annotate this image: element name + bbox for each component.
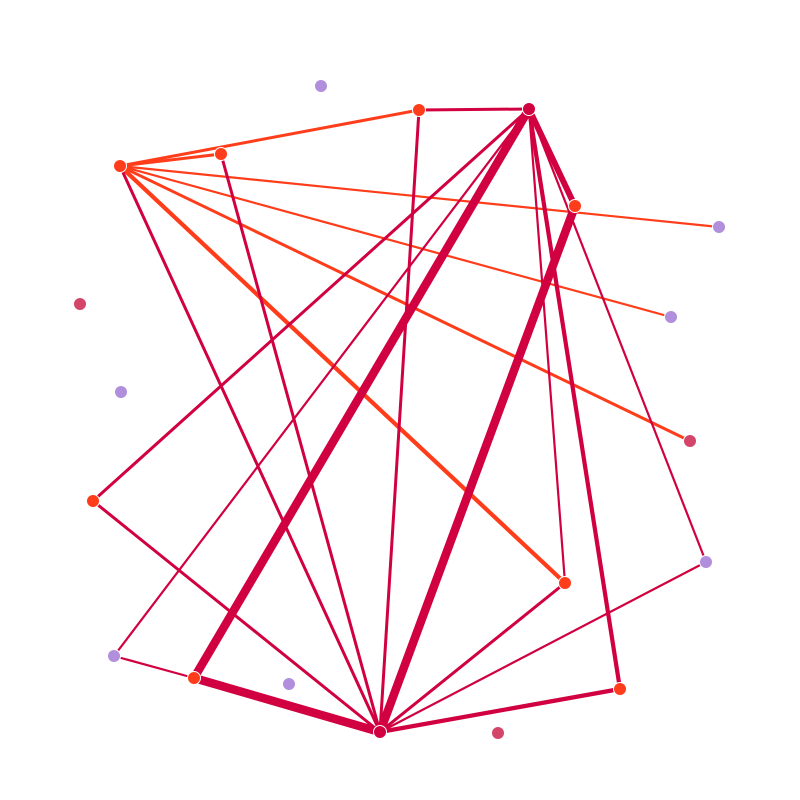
node-n11[interactable] (683, 434, 697, 448)
nodes-layer (73, 79, 726, 740)
node-n9[interactable] (664, 310, 678, 324)
node-n16[interactable] (187, 671, 201, 685)
edge-n3-n18 (526, 106, 623, 692)
node-n5[interactable] (214, 147, 228, 161)
node-n20[interactable] (491, 726, 505, 740)
edge-n4-n19 (118, 164, 382, 734)
node-n15[interactable] (107, 649, 121, 663)
edge-n3-n13 (527, 107, 708, 564)
edge-n4-n7 (118, 164, 721, 229)
edge-n12-n19 (91, 499, 382, 734)
edge-n4-n9 (118, 164, 673, 319)
edge-n4-n11 (118, 164, 692, 443)
edge-n5-n19 (219, 152, 382, 734)
edge-n3-n16 (189, 104, 534, 683)
node-n12[interactable] (86, 494, 100, 508)
node-n3[interactable] (522, 102, 536, 116)
edge-n16-n19 (189, 673, 385, 737)
edges-layer (91, 104, 721, 737)
edge-n3-n6 (526, 106, 578, 209)
node-n1[interactable] (314, 79, 328, 93)
node-n4[interactable] (113, 159, 127, 173)
edge-n3-n12 (91, 107, 531, 503)
edge-n3-n2 (417, 107, 531, 112)
node-n14[interactable] (558, 576, 572, 590)
node-n10[interactable] (114, 385, 128, 399)
edge-n3-n15 (112, 107, 531, 658)
edge-n18-n19 (377, 686, 623, 735)
edge-n15-n16 (112, 654, 196, 680)
node-n2[interactable] (412, 103, 426, 117)
node-n19[interactable] (373, 725, 387, 739)
edge-n4-n5 (118, 152, 223, 168)
node-n6[interactable] (568, 199, 582, 213)
node-n13[interactable] (699, 555, 713, 569)
edge-n13-n19 (378, 560, 708, 734)
node-n7[interactable] (712, 220, 726, 234)
node-n8[interactable] (73, 297, 87, 311)
edge-n3-n14 (527, 107, 567, 585)
node-n18[interactable] (613, 682, 627, 696)
edge-n2-n19 (378, 108, 421, 734)
edge-n4-n2 (118, 108, 421, 168)
node-n17[interactable] (282, 677, 296, 691)
edge-n14-n19 (378, 581, 567, 734)
edge-n4-n14 (117, 163, 568, 586)
